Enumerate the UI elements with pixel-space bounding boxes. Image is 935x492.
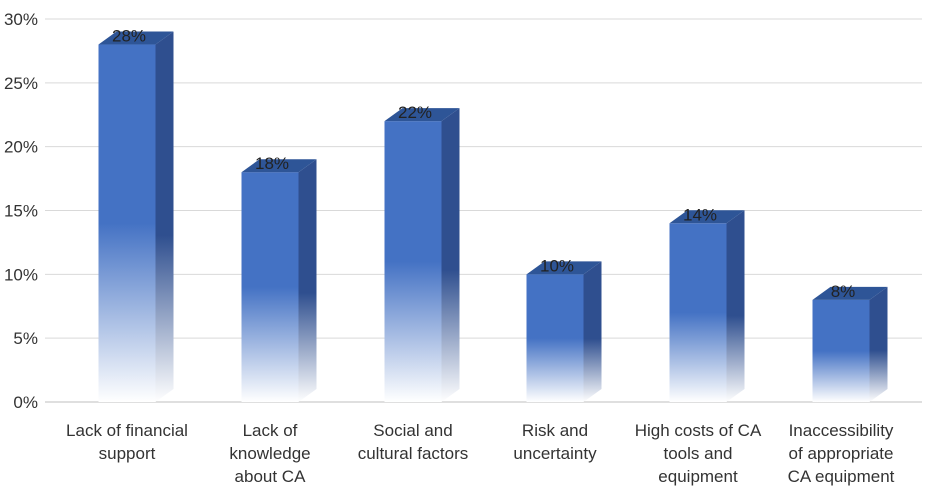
bar-side [298,159,317,402]
x-category-label: Inaccessibility of appropriate CA equipmen… [788,421,895,486]
bar-side [155,31,174,403]
bar [241,159,317,402]
bar-side [869,286,888,402]
x-category-label: High costs of CA tools and equipment [635,421,762,486]
bar-front [384,121,442,402]
y-tick-label: 10% [4,265,38,284]
bar-front [241,172,299,402]
x-category-label: Lack of financial support [66,421,188,463]
bars [98,31,888,403]
bar [812,286,888,402]
gridlines [45,18,922,403]
y-axis: 0% 5% 10% 15% 20% 25% 30% [4,10,38,412]
data-label: 14% [683,205,717,224]
bar-front [98,44,156,403]
data-label: 8% [831,282,856,301]
y-tick-label: 5% [13,329,38,348]
bar-side [583,261,602,402]
bar-side [726,210,745,402]
y-tick-label: 15% [4,202,38,221]
y-tick-label: 20% [4,138,38,157]
data-label: 28% [112,27,146,46]
bar-side [441,108,460,402]
x-category-label: Social and cultural factors [358,421,469,463]
data-label: 10% [540,256,574,275]
bar-top [669,210,745,224]
data-label: 18% [255,154,289,173]
bar-top [384,108,460,122]
bar [669,210,745,402]
x-category-label: Risk and uncertainty [513,421,597,463]
bar [384,108,460,402]
bar-top [98,31,174,45]
bar [98,31,174,403]
y-tick-label: 30% [4,10,38,29]
x-axis: Lack of financial support Lack of knowledge… [66,421,895,486]
data-labels: 28% 18% 22% 10% 14% 8% [112,27,855,301]
bar-top [241,159,317,173]
bar-front [526,274,584,402]
bar-front [812,299,870,402]
y-tick-label: 25% [4,74,38,93]
bar-front [669,223,727,402]
x-category-label: Lack of knowledge about CA [229,421,310,486]
bar-top [526,261,602,275]
bar [526,261,602,402]
data-label: 22% [398,103,432,122]
y-tick-label: 0% [13,393,38,412]
bar-top [812,286,888,300]
